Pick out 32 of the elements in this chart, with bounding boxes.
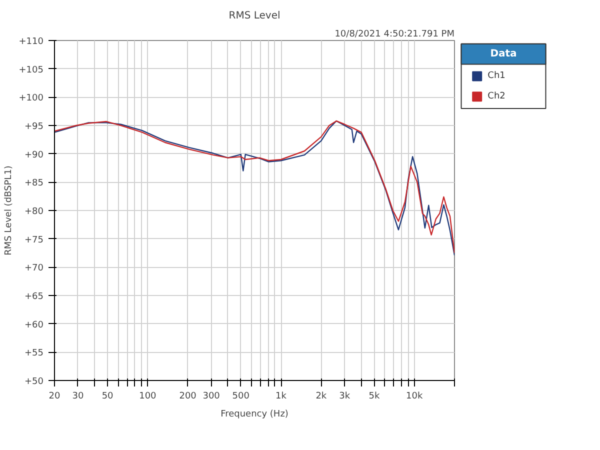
- y-tick-label: +65: [24, 292, 44, 302]
- legend-label: Ch2: [488, 92, 506, 102]
- x-tick-label: 2k: [316, 392, 328, 402]
- y-tick-label: +100: [18, 94, 44, 104]
- x-tick-label: 500: [232, 392, 250, 402]
- y-axis-title: RMS Level (dBSPL1): [4, 166, 14, 256]
- x-tick-label: 30: [72, 392, 84, 402]
- x-tick-label: 5k: [368, 392, 380, 402]
- x-tick-label: 100: [139, 392, 157, 402]
- y-tick-label: +50: [24, 377, 44, 387]
- x-tick-label: 200: [179, 392, 197, 402]
- y-tick-label: +80: [24, 207, 44, 217]
- y-tick-label: +60: [24, 320, 44, 330]
- y-tick-label: +90: [24, 150, 44, 160]
- x-tick-label: 20: [48, 392, 60, 402]
- x-tick-label: 1k: [276, 392, 288, 402]
- chart-title: RMS Level: [228, 10, 280, 22]
- y-tick-label: +95: [24, 122, 44, 132]
- y-tick-label: +110: [18, 37, 44, 47]
- x-axis-title: Frequency (Hz): [220, 410, 288, 420]
- legend-label: Ch1: [488, 71, 506, 82]
- x-tick-label: 3k: [339, 392, 351, 402]
- x-tick-label: 10k: [406, 392, 424, 402]
- y-tick-label: +55: [24, 348, 44, 359]
- y-tick-label: +105: [18, 65, 44, 76]
- legend-title: Data: [490, 48, 517, 60]
- y-tick-label: +70: [24, 264, 44, 274]
- text: 10/8/2021 4:50:21.791 PM: [334, 30, 454, 40]
- y-tick-label: +85: [24, 178, 44, 189]
- y-tick-label: +75: [24, 235, 44, 246]
- x-tick-label: 50: [102, 392, 114, 402]
- x-tick-label: 300: [202, 392, 220, 402]
